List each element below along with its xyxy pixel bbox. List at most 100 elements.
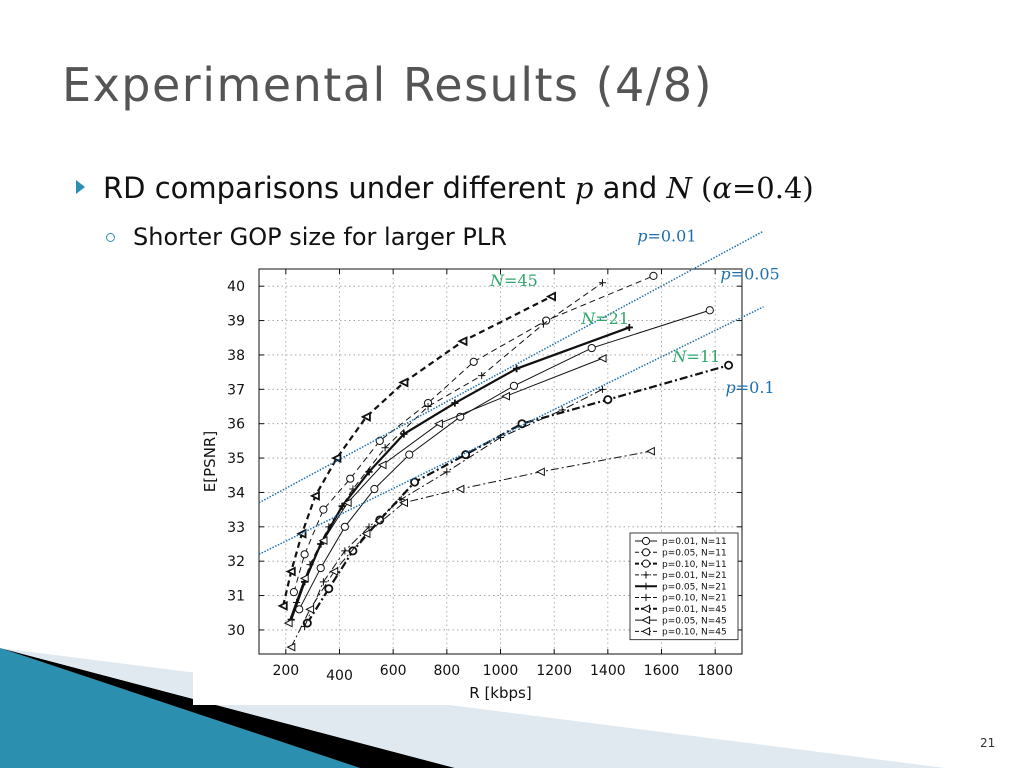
annotation-variable: N	[489, 271, 505, 290]
data-point	[296, 528, 307, 539]
x-tick-label: 800	[433, 663, 460, 679]
legend-label: p=0.10, N=11	[662, 560, 727, 570]
data-point	[397, 495, 405, 503]
annotation-variable: N	[580, 309, 596, 328]
annotation-variable: N	[672, 347, 688, 366]
legend-label: p=0.10, N=45	[662, 628, 727, 638]
data-point	[558, 406, 566, 414]
data-point	[625, 323, 633, 332]
legend-marker	[641, 604, 651, 614]
series-path	[290, 450, 651, 648]
data-point	[603, 395, 613, 405]
x-tick-label: 1800	[697, 663, 733, 679]
data-point	[319, 578, 327, 586]
data-point	[277, 600, 288, 611]
bullet-gop-size: Shorter GOP size for larger PLR	[133, 223, 507, 251]
data-point	[496, 433, 505, 442]
series-line-8	[283, 353, 607, 628]
data-point	[349, 485, 357, 493]
legend-label: p=0.01, N=21	[662, 571, 727, 581]
data-point	[346, 474, 355, 483]
y-tick-label: 37	[227, 382, 245, 398]
bullet-1-paren-close: )	[802, 171, 814, 205]
data-point	[724, 360, 734, 370]
bullet-1-p: p	[574, 171, 594, 205]
data-point	[370, 484, 379, 494]
bullet-1-paren-open: (	[691, 171, 713, 205]
data-point	[340, 522, 349, 531]
annotation-variable: p	[637, 227, 647, 246]
annotation-value: =0.05	[731, 264, 780, 283]
data-point	[365, 523, 373, 531]
data-point	[443, 468, 451, 476]
bullet-1-n: N	[666, 171, 692, 205]
data-point	[309, 490, 320, 501]
data-point	[285, 566, 296, 577]
legend-label: p=0.05, N=21	[662, 582, 727, 592]
data-point	[434, 419, 443, 429]
data-point	[325, 523, 333, 531]
data-point	[342, 498, 352, 508]
data-point	[398, 377, 409, 388]
data-point	[545, 291, 556, 302]
y-tick-label: 30	[227, 623, 245, 639]
data-point	[451, 399, 459, 407]
x-tick-label: 1600	[644, 663, 680, 679]
annotation-value: =21	[595, 309, 629, 328]
data-point	[597, 353, 607, 363]
data-point	[348, 546, 358, 556]
data-point	[305, 604, 315, 614]
data-point	[587, 343, 596, 353]
bullet-1-alpha: α	[712, 171, 732, 205]
data-point	[286, 642, 296, 652]
axes-frame	[258, 268, 743, 655]
series-line-7	[277, 291, 556, 611]
data-point	[338, 502, 346, 510]
bullet-1-text: RD comparisons under different	[103, 171, 575, 205]
data-point	[646, 446, 655, 456]
data-point	[289, 588, 298, 597]
legend: p=0.01, N=11p=0.05, N=11p=0.10, N=11p=0.…	[629, 532, 739, 641]
series-path	[293, 275, 654, 593]
legend-label: p=0.10, N=21	[662, 594, 727, 604]
bullet-1-and: and	[593, 171, 667, 205]
data-point	[457, 336, 468, 347]
annotation-value: =45	[504, 271, 538, 290]
legend-marker	[642, 582, 650, 590]
data-point	[316, 563, 325, 573]
data-point	[381, 444, 389, 452]
annotation-variable: p	[720, 264, 730, 283]
separator-line-2	[258, 306, 764, 555]
x-tick-label: 400	[326, 668, 353, 684]
data-point	[399, 498, 408, 508]
legend-marker	[641, 615, 651, 625]
bullet-arrow-icon	[76, 180, 85, 194]
x-tick-label: 1400	[590, 663, 626, 679]
data-point	[375, 436, 384, 445]
y-tick-label: 38	[227, 348, 245, 364]
data-point	[598, 385, 607, 393]
data-point	[410, 477, 420, 487]
annotation-variable: p	[725, 378, 735, 397]
data-point	[461, 450, 471, 460]
y-tick-label: 35	[227, 451, 245, 467]
annotation-label: p=0.1	[725, 378, 774, 397]
y-tick-label: 34	[227, 485, 245, 501]
bullet-1-alpha-value: =0.4	[731, 171, 803, 205]
legend-marker	[641, 536, 651, 546]
data-point	[365, 468, 373, 476]
legend-marker	[641, 626, 651, 636]
annotation-value: =0.01	[647, 227, 696, 246]
data-point	[424, 402, 432, 411]
x-tick-label: 200	[272, 663, 299, 679]
legend-marker	[642, 593, 650, 602]
y-tick-label: 31	[227, 589, 245, 605]
x-tick-label: 1200	[536, 663, 572, 679]
x-tick-label: 1000	[483, 663, 519, 679]
data-point	[361, 529, 371, 539]
data-point	[455, 484, 465, 494]
data-point	[649, 271, 658, 280]
separator-line-1	[258, 230, 764, 504]
data-point	[705, 306, 714, 315]
